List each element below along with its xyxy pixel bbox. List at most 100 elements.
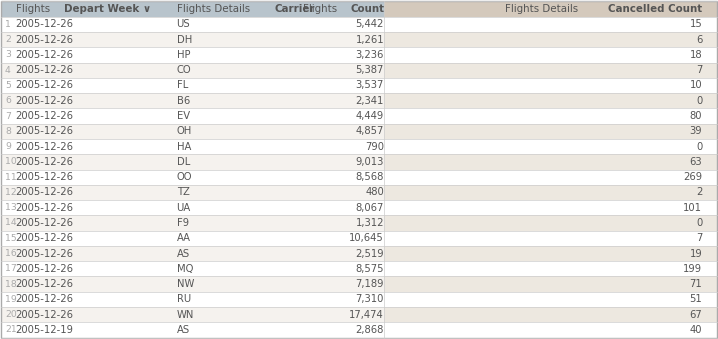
- Bar: [1, 215, 717, 231]
- Text: 0: 0: [696, 142, 702, 152]
- Bar: [384, 124, 717, 139]
- Text: 2005-12-26: 2005-12-26: [16, 279, 74, 289]
- Text: 1,312: 1,312: [355, 218, 384, 228]
- Text: 67: 67: [689, 310, 702, 320]
- Text: 2005-12-26: 2005-12-26: [16, 233, 74, 243]
- Text: 6: 6: [696, 35, 702, 45]
- Text: 7: 7: [696, 233, 702, 243]
- Text: 2,519: 2,519: [355, 248, 384, 259]
- Text: 15: 15: [5, 234, 17, 243]
- Text: AS: AS: [177, 325, 190, 335]
- Text: 7: 7: [5, 112, 11, 120]
- Text: 2005-12-19: 2005-12-19: [16, 325, 74, 335]
- Text: 790: 790: [365, 142, 384, 152]
- Bar: [384, 32, 717, 47]
- Text: 4: 4: [5, 66, 11, 75]
- Text: 5,442: 5,442: [355, 19, 384, 29]
- Text: 11: 11: [5, 173, 17, 182]
- Text: 80: 80: [690, 111, 702, 121]
- Text: 17,474: 17,474: [349, 310, 384, 320]
- Bar: [1, 93, 717, 108]
- Text: 7,310: 7,310: [355, 294, 384, 304]
- Text: 2005-12-26: 2005-12-26: [16, 50, 74, 60]
- Text: 1: 1: [5, 20, 11, 29]
- Text: B6: B6: [177, 96, 190, 106]
- Text: 2005-12-26: 2005-12-26: [16, 96, 74, 106]
- Text: 16: 16: [5, 249, 17, 258]
- Text: 2005-12-26: 2005-12-26: [16, 80, 74, 91]
- Text: Flights Details: Flights Details: [505, 4, 582, 14]
- Bar: [1, 17, 717, 32]
- Text: Flights Details: Flights Details: [177, 4, 253, 14]
- Text: 2: 2: [5, 35, 11, 44]
- Text: 19: 19: [5, 295, 17, 304]
- Text: 10,645: 10,645: [349, 233, 384, 243]
- Text: 3: 3: [5, 51, 11, 59]
- Text: 269: 269: [684, 172, 702, 182]
- Text: NW: NW: [177, 279, 194, 289]
- Bar: [1, 78, 717, 93]
- Bar: [384, 1, 717, 17]
- Bar: [1, 322, 717, 338]
- Text: Depart Week ∨: Depart Week ∨: [64, 4, 151, 14]
- Text: 3,537: 3,537: [355, 80, 384, 91]
- Text: Flights: Flights: [16, 4, 53, 14]
- Text: 5: 5: [5, 81, 11, 90]
- Text: 4,449: 4,449: [356, 111, 384, 121]
- Text: OO: OO: [177, 172, 192, 182]
- Text: 1,261: 1,261: [355, 35, 384, 45]
- Text: HA: HA: [177, 142, 191, 152]
- Text: 10: 10: [690, 80, 702, 91]
- Text: 20: 20: [5, 310, 17, 319]
- Text: 8: 8: [5, 127, 11, 136]
- Text: 7: 7: [696, 65, 702, 75]
- Text: 2005-12-26: 2005-12-26: [16, 187, 74, 197]
- Text: 19: 19: [689, 248, 702, 259]
- Bar: [1, 185, 717, 200]
- Text: 2005-12-26: 2005-12-26: [16, 111, 74, 121]
- Text: 18: 18: [5, 280, 17, 288]
- Bar: [384, 246, 717, 261]
- Text: 51: 51: [689, 294, 702, 304]
- Text: 2005-12-26: 2005-12-26: [16, 264, 74, 274]
- Text: RU: RU: [177, 294, 191, 304]
- Text: 480: 480: [365, 187, 384, 197]
- Text: 9,013: 9,013: [355, 157, 384, 167]
- Text: 4,857: 4,857: [355, 126, 384, 136]
- Text: 2,341: 2,341: [355, 96, 384, 106]
- Text: 2005-12-26: 2005-12-26: [16, 310, 74, 320]
- Text: 6: 6: [5, 96, 11, 105]
- Text: 2,868: 2,868: [355, 325, 384, 335]
- Text: 5,387: 5,387: [355, 65, 384, 75]
- Bar: [1, 108, 717, 124]
- Text: FL: FL: [177, 80, 188, 91]
- Text: 2005-12-26: 2005-12-26: [16, 65, 74, 75]
- Bar: [1, 124, 717, 139]
- Text: OH: OH: [177, 126, 192, 136]
- Text: CO: CO: [177, 65, 191, 75]
- Text: 101: 101: [684, 203, 702, 213]
- Bar: [1, 277, 717, 292]
- Text: 199: 199: [684, 264, 702, 274]
- Text: 2005-12-26: 2005-12-26: [16, 203, 74, 213]
- Bar: [1, 170, 717, 185]
- Text: MQ: MQ: [177, 264, 193, 274]
- Text: 17: 17: [5, 264, 17, 273]
- Text: 2005-12-26: 2005-12-26: [16, 157, 74, 167]
- Bar: [384, 154, 717, 170]
- Text: Cancelled Count: Cancelled Count: [608, 4, 702, 14]
- Text: Carrier: Carrier: [275, 4, 315, 14]
- Bar: [384, 307, 717, 322]
- Text: UA: UA: [177, 203, 191, 213]
- Text: 2: 2: [696, 187, 702, 197]
- Bar: [384, 215, 717, 231]
- Text: Count: Count: [350, 4, 384, 14]
- Text: 40: 40: [690, 325, 702, 335]
- Text: 9: 9: [5, 142, 11, 151]
- Text: DL: DL: [177, 157, 190, 167]
- Text: 3,236: 3,236: [355, 50, 384, 60]
- Bar: [1, 154, 717, 170]
- Text: TZ: TZ: [177, 187, 190, 197]
- Bar: [384, 185, 717, 200]
- Text: EV: EV: [177, 111, 190, 121]
